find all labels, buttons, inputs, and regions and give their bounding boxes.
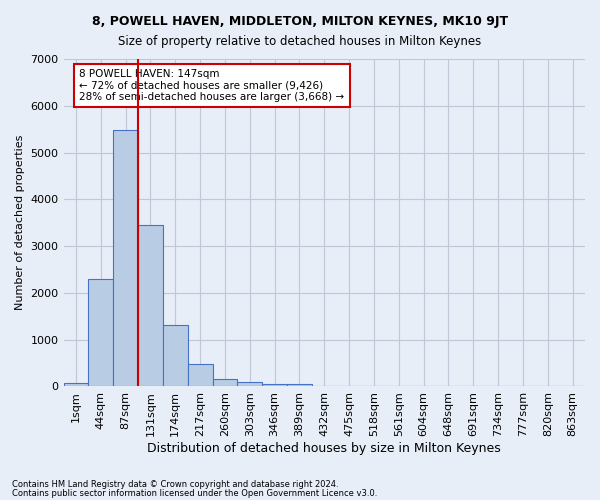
Bar	[287, 384, 312, 386]
Bar	[238, 382, 262, 386]
X-axis label: Distribution of detached houses by size in Milton Keynes: Distribution of detached houses by size …	[148, 442, 501, 455]
Bar	[138, 225, 163, 386]
Text: Contains HM Land Registry data © Crown copyright and database right 2024.: Contains HM Land Registry data © Crown c…	[12, 480, 338, 489]
Bar	[163, 325, 188, 386]
Bar	[64, 383, 88, 386]
Bar	[212, 379, 238, 386]
Y-axis label: Number of detached properties: Number of detached properties	[15, 135, 25, 310]
Text: Contains public sector information licensed under the Open Government Licence v3: Contains public sector information licen…	[12, 488, 377, 498]
Bar	[188, 364, 212, 386]
Text: Size of property relative to detached houses in Milton Keynes: Size of property relative to detached ho…	[118, 35, 482, 48]
Text: 8, POWELL HAVEN, MIDDLETON, MILTON KEYNES, MK10 9JT: 8, POWELL HAVEN, MIDDLETON, MILTON KEYNE…	[92, 15, 508, 28]
Bar	[88, 280, 113, 386]
Text: 8 POWELL HAVEN: 147sqm
← 72% of detached houses are smaller (9,426)
28% of semi-: 8 POWELL HAVEN: 147sqm ← 72% of detached…	[79, 69, 344, 102]
Bar	[262, 384, 287, 386]
Bar	[113, 130, 138, 386]
